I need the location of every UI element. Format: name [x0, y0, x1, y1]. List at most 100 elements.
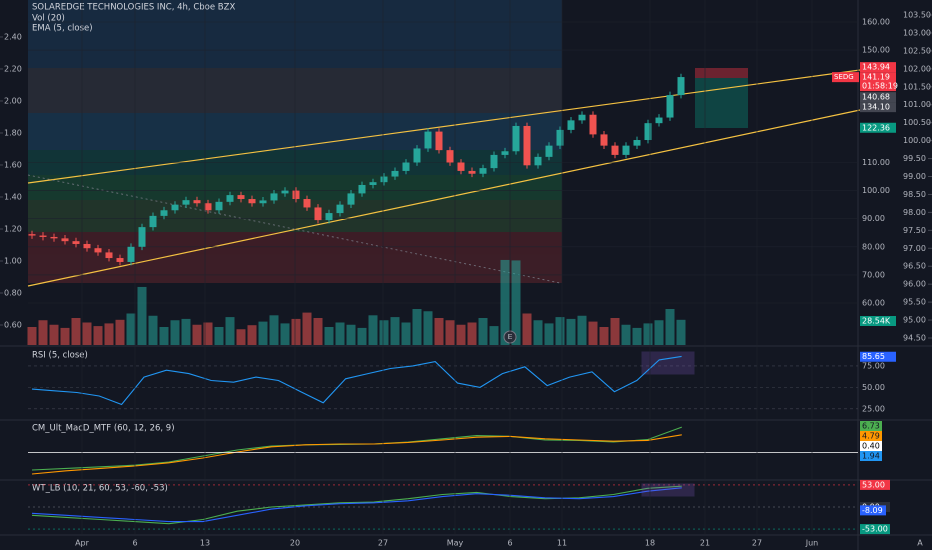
volume-bar: [27, 327, 37, 345]
price-label-box: [860, 72, 896, 92]
volume-bar: [478, 318, 488, 345]
volume-bar: [181, 318, 191, 345]
candle-body: [50, 236, 58, 239]
volume-bar: [71, 318, 81, 345]
outer-tick-label: 95.50: [903, 298, 926, 307]
volume-bar: [467, 322, 477, 345]
volume-last-label: 28.54K: [862, 317, 891, 326]
left-tick-label: 1.60: [4, 160, 22, 169]
volume-bar: [291, 318, 301, 345]
candle-body: [589, 114, 597, 135]
wt-line: [31, 485, 682, 525]
macd-last-label: 4.79: [862, 432, 880, 441]
candle-body: [270, 193, 278, 201]
volume-bar: [214, 327, 224, 345]
volume-bar: [621, 324, 631, 345]
candle-body: [226, 195, 234, 202]
time-label: 21: [700, 539, 710, 548]
ema-title[interactable]: EMA (5, close): [32, 24, 93, 34]
volume-bar: [346, 324, 356, 345]
rsi-title[interactable]: RSI (5, close): [32, 351, 88, 361]
candle-body: [160, 210, 168, 216]
candle-body: [182, 200, 190, 205]
wt-level-box: [860, 524, 890, 535]
candle-body: [171, 204, 179, 211]
macd-last-label: 1.94: [862, 452, 880, 461]
volume-bar: [599, 327, 609, 345]
outer-tick-label: 99.50: [903, 154, 926, 163]
wt-line: [31, 487, 682, 523]
time-label: Jun: [805, 539, 819, 548]
volume-bar: [269, 315, 279, 345]
candle-body: [83, 243, 91, 249]
auto-scale[interactable]: A: [917, 539, 923, 548]
candle-body: [127, 246, 135, 262]
candle-body: [677, 77, 685, 96]
wt-title[interactable]: WT_LB (10, 21, 60, 53, -60, -53): [32, 484, 168, 494]
candle-body: [237, 195, 245, 200]
candle-body: [149, 215, 157, 228]
price-label: 140.68: [862, 93, 890, 102]
position-loss: [695, 68, 748, 78]
candle-body: [567, 120, 575, 130]
macd-title[interactable]: CM_Ult_MacD_MTF (60, 12, 26, 9): [32, 424, 175, 434]
price-tick-label: 60.00: [862, 298, 885, 307]
candle-body: [523, 125, 531, 166]
candle-body: [215, 201, 223, 211]
candle-body: [666, 95, 674, 118]
left-tick-label: 1.40: [4, 192, 22, 201]
time-label: 27: [378, 539, 388, 548]
volume-bar: [247, 325, 257, 345]
outer-tick-label: 103.50: [903, 11, 931, 20]
time-label: 11: [557, 539, 567, 548]
outer-tick-label: 96.00: [903, 280, 926, 289]
volume-bar: [610, 318, 620, 345]
volume-bar: [302, 312, 312, 345]
outer-tick-label: 102.00: [903, 64, 931, 73]
rsi-box: [641, 351, 695, 375]
outer-tick-label: 101.00: [903, 100, 931, 109]
volume-bar: [434, 318, 444, 345]
candle-body: [633, 140, 641, 146]
left-tick-label: 2.00: [4, 96, 22, 105]
outer-tick-label: 94.50: [903, 334, 926, 343]
price-tick-label: 90.00: [862, 214, 885, 223]
symbol-title[interactable]: SOLAREDGE TECHNOLOGIES INC, 4h, Cboe BZX: [32, 3, 235, 13]
volume-bar: [412, 309, 422, 345]
volume-bar: [632, 327, 642, 345]
wt-last-box: [860, 505, 886, 516]
time-label: 18: [645, 539, 655, 548]
left-tick-label: 1.20: [4, 224, 22, 233]
volume-bar: [236, 329, 246, 345]
candle-body: [578, 114, 586, 121]
candle-body: [457, 162, 465, 171]
candle-body: [424, 131, 432, 149]
outer-tick-label: 96.50: [903, 262, 926, 271]
time-label: 6: [132, 539, 137, 548]
candle-body: [435, 131, 443, 151]
left-tick-label: 0.60: [4, 320, 22, 329]
candle-body: [468, 170, 476, 174]
candle-body: [369, 182, 377, 185]
candle-body: [336, 204, 344, 214]
left-tick-label: 2.20: [4, 64, 22, 73]
candle-body: [39, 235, 47, 237]
left-tick-label: 1.80: [4, 128, 22, 137]
volume-title[interactable]: Vol (20): [32, 14, 65, 24]
candle-body: [105, 252, 113, 259]
volume-bar: [368, 315, 378, 345]
volume-bar: [665, 309, 675, 345]
price-tick-label: 80.00: [862, 242, 885, 251]
candle-body: [358, 184, 366, 194]
volume-bar: [335, 322, 345, 345]
outer-tick-label: 101.50: [903, 82, 931, 91]
candle-body: [600, 134, 608, 146]
volume-bar: [654, 320, 664, 345]
rsi-last-label: 85.65: [862, 352, 885, 361]
candle-body: [138, 227, 146, 247]
outer-tick-label: 95.00: [903, 316, 926, 325]
candle-body: [490, 154, 498, 169]
candle-body: [655, 117, 663, 124]
